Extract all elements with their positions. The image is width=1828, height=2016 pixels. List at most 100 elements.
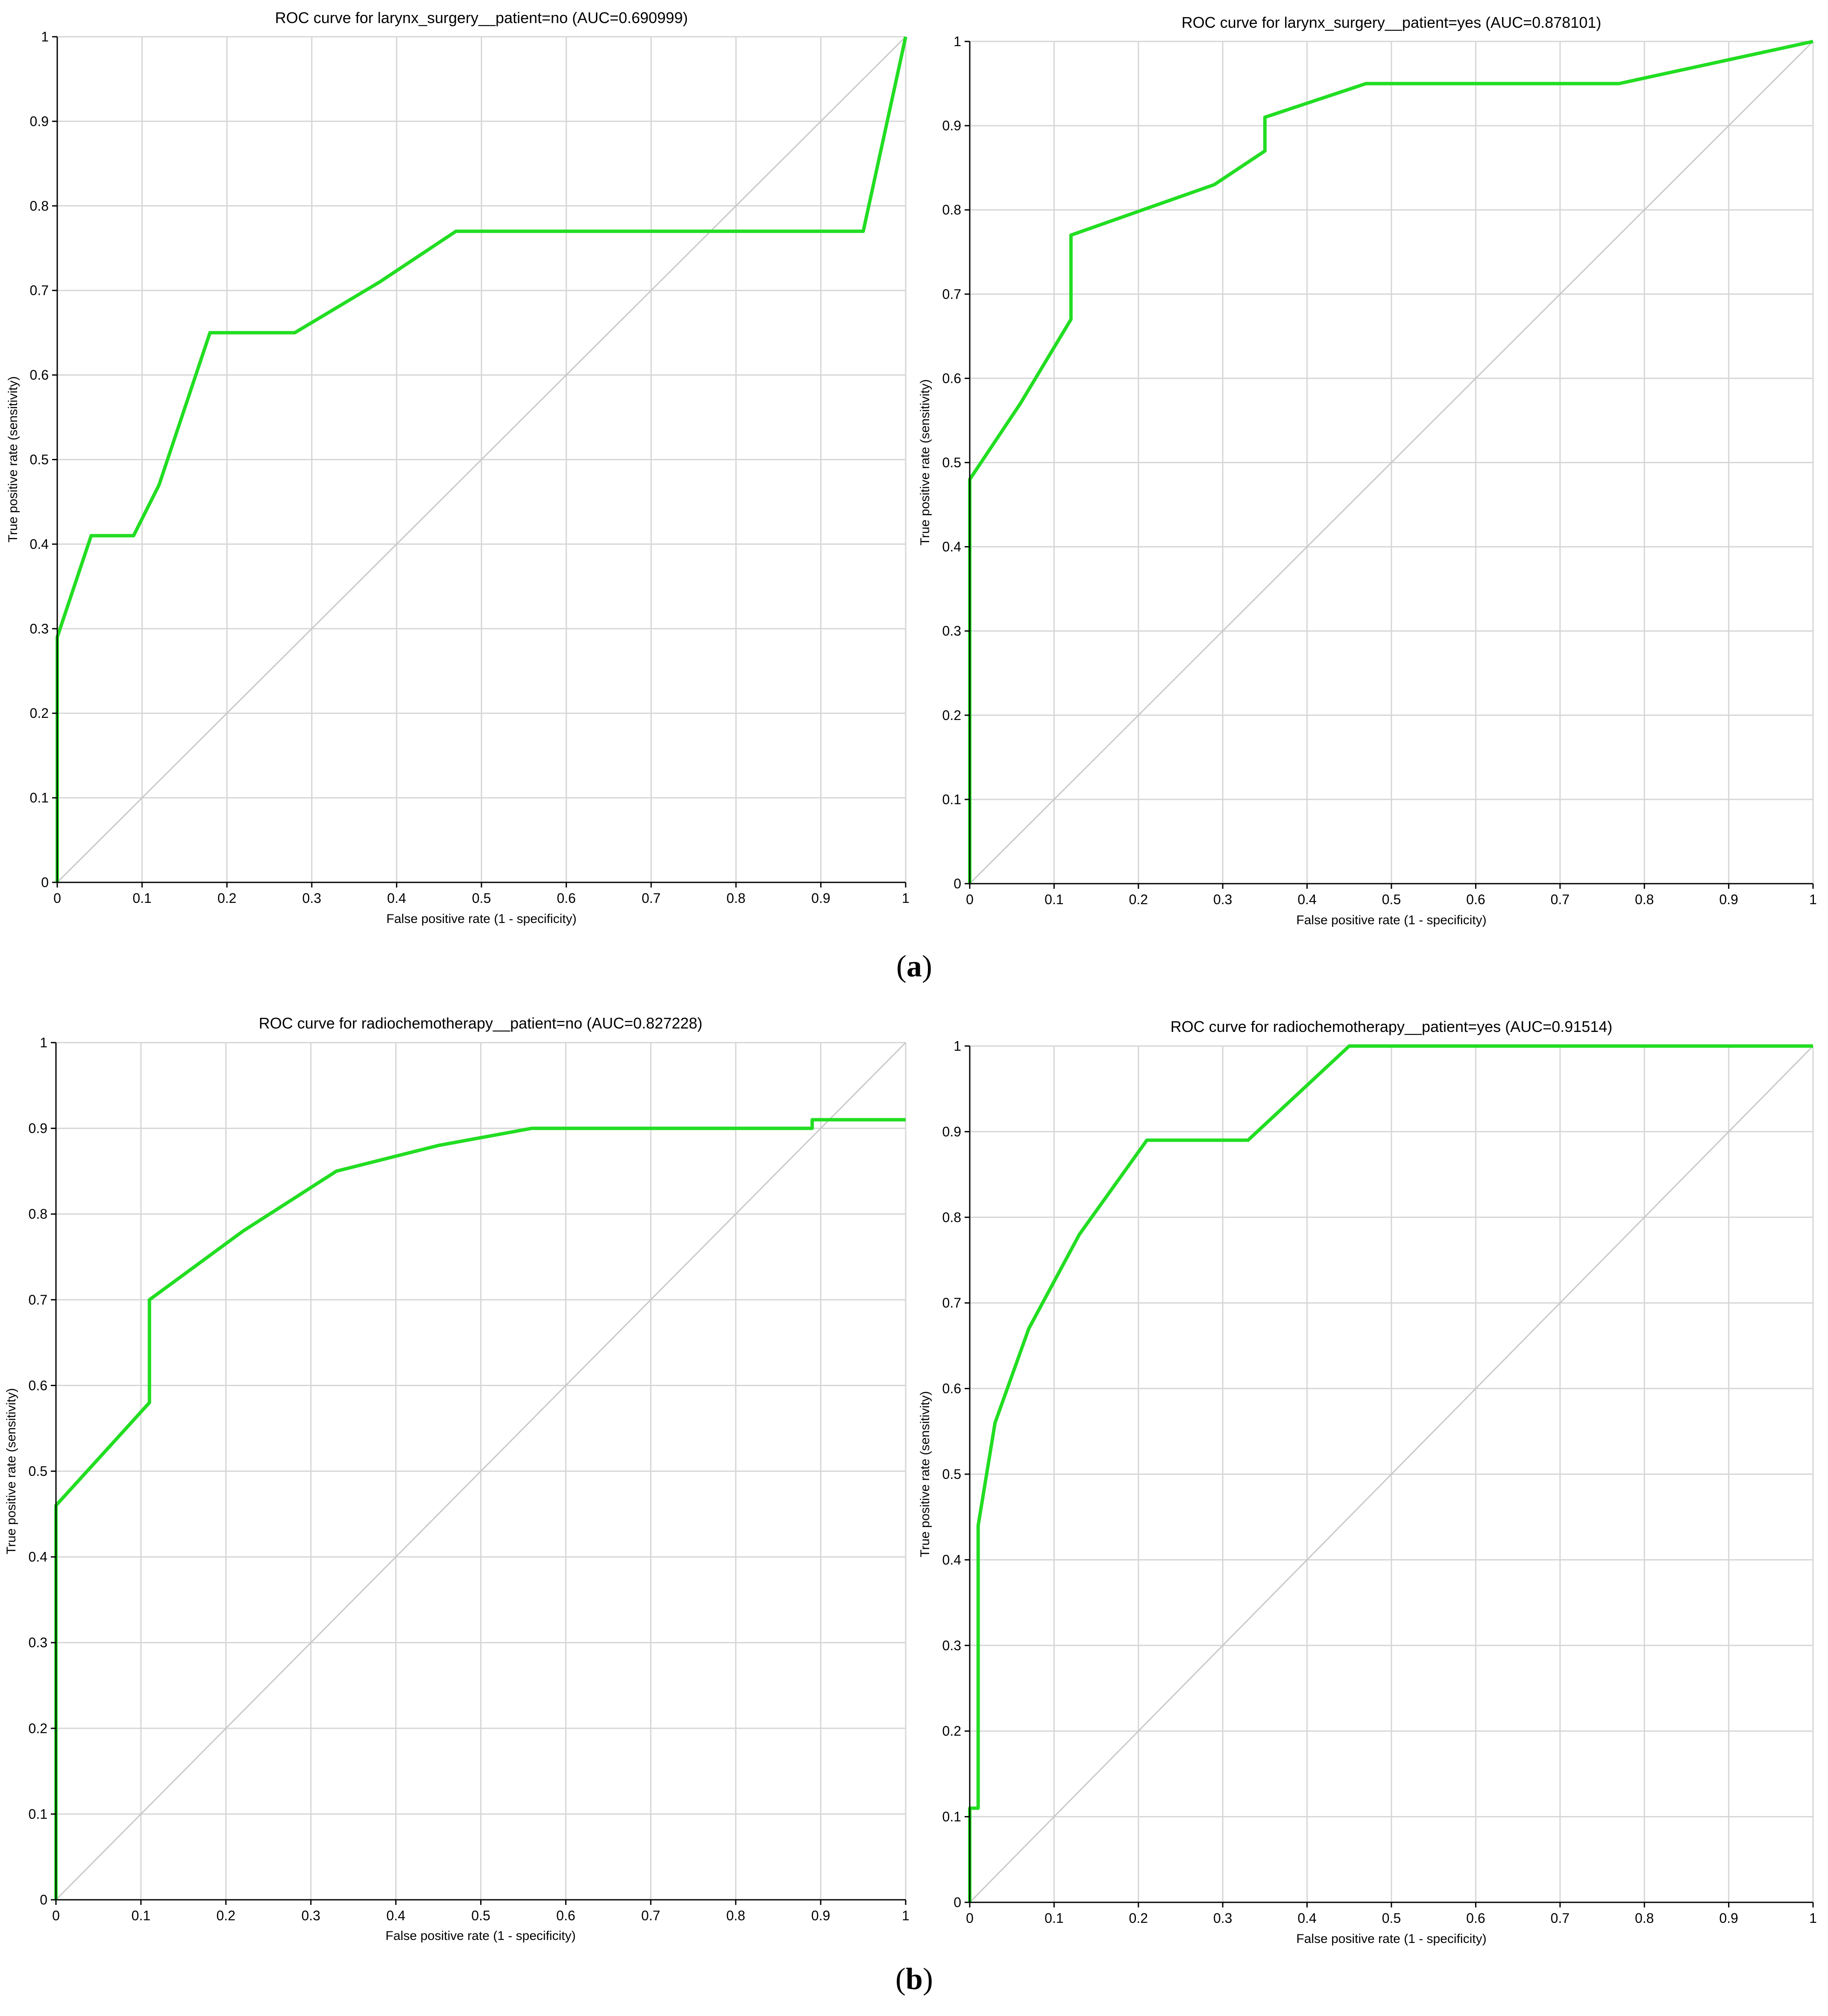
- x-tick-label: 0: [52, 1908, 60, 1923]
- y-axis-label: True positive rate (sensitivity): [918, 379, 932, 545]
- x-tick-label: 0.9: [811, 1908, 830, 1923]
- x-tick-label: 1: [1809, 1910, 1817, 1926]
- x-tick-label: 1: [1809, 892, 1817, 907]
- y-tick-label: 0.6: [942, 370, 961, 386]
- roc-curve-line: [56, 36, 907, 882]
- x-tick-label: 0.6: [556, 1908, 575, 1923]
- y-tick-label: 0.7: [942, 1295, 961, 1311]
- y-tick-label: 0.2: [942, 708, 961, 723]
- x-tick-label: 0: [53, 890, 61, 906]
- y-tick-label: 0: [40, 1892, 47, 1907]
- x-tick-label: 0.4: [1297, 1910, 1316, 1926]
- y-tick-label: 0.1: [942, 1809, 961, 1825]
- y-tick-label: 0.8: [29, 1206, 47, 1222]
- y-tick-label: 0.4: [942, 539, 961, 555]
- chart-title: ROC curve for larynx_surgery__patient=ye…: [1182, 14, 1601, 31]
- y-tick-label: 0.6: [30, 367, 49, 383]
- x-tick-label: 0.5: [1382, 1910, 1401, 1926]
- x-tick-label: 0.2: [217, 890, 236, 906]
- x-tick-label: 0.1: [132, 1908, 150, 1923]
- y-tick-label: 0.2: [942, 1723, 961, 1739]
- x-tick-label: 0.2: [1129, 1910, 1148, 1926]
- roc-chart-radiochemotherapy-yes: ROC curve for radiochemotherapy__patient…: [918, 1018, 1817, 1946]
- y-axis-label: True positive rate (sensitivity): [918, 1391, 932, 1557]
- y-tick-label: 0.3: [942, 623, 961, 639]
- x-tick-label: 0.5: [472, 890, 491, 906]
- y-tick-label: 0.6: [29, 1378, 47, 1393]
- reference-diagonal-line: [969, 1045, 1814, 1903]
- x-tick-label: 0.1: [132, 890, 151, 906]
- y-tick-label: 0.4: [29, 1549, 47, 1565]
- x-axis-label: False positive rate (1 - specificity): [386, 912, 576, 926]
- y-tick-label: 0.8: [942, 1210, 961, 1225]
- x-tick-label: 0.3: [301, 1908, 320, 1923]
- panel-label-b: (b): [895, 1962, 933, 1996]
- roc-curve-line: [54, 1118, 906, 1900]
- x-tick-label: 0.8: [1635, 892, 1654, 907]
- x-tick-label: 0.7: [1551, 892, 1570, 907]
- x-tick-label: 1: [902, 890, 910, 906]
- x-tick-label: 0: [966, 1910, 974, 1926]
- y-tick-label: 0.9: [942, 118, 961, 133]
- x-tick-label: 0.9: [1719, 1910, 1738, 1926]
- x-tick-label: 0.4: [1297, 892, 1316, 907]
- x-tick-label: 0: [966, 892, 974, 907]
- x-tick-label: 0.1: [1045, 1910, 1063, 1926]
- reference-diagonal-line: [56, 36, 907, 883]
- x-tick-label: 0.6: [1466, 892, 1485, 907]
- x-axis-label: False positive rate (1 - specificity): [385, 1929, 575, 1943]
- x-tick-label: 0.5: [1382, 892, 1401, 907]
- chart-title: ROC curve for larynx_surgery__patient=no…: [275, 9, 688, 26]
- y-tick-label: 1: [41, 29, 49, 44]
- x-tick-label: 0.5: [471, 1908, 490, 1923]
- y-tick-label: 0: [41, 875, 49, 890]
- roc-chart-larynx-surgery-no: ROC curve for larynx_surgery__patient=no…: [6, 9, 910, 926]
- x-tick-label: 0.2: [217, 1908, 235, 1923]
- y-tick-label: 1: [954, 1038, 961, 1054]
- y-tick-label: 0.6: [942, 1381, 961, 1396]
- x-tick-label: 0.3: [1213, 1910, 1232, 1926]
- x-tick-label: 0.8: [726, 1908, 745, 1923]
- roc-curve-line: [968, 1044, 1813, 1902]
- y-tick-label: 0.5: [942, 1466, 961, 1482]
- y-tick-label: 0.7: [29, 1292, 47, 1308]
- x-tick-label: 0.4: [387, 890, 406, 906]
- x-tick-label: 0.9: [1719, 892, 1738, 907]
- y-tick-label: 1: [40, 1035, 47, 1050]
- y-tick-label: 0.3: [29, 1635, 47, 1650]
- y-tick-label: 0.7: [942, 286, 961, 302]
- x-tick-label: 0.2: [1129, 892, 1148, 907]
- x-axis-label: False positive rate (1 - specificity): [1296, 1932, 1486, 1946]
- y-tick-label: 0.4: [942, 1552, 961, 1567]
- y-tick-label: 0.2: [29, 1721, 47, 1736]
- y-tick-label: 0.9: [29, 1121, 47, 1136]
- y-tick-label: 0.3: [30, 621, 49, 636]
- y-tick-label: 0.1: [942, 792, 961, 807]
- y-tick-label: 0.8: [942, 202, 961, 217]
- chart-title: ROC curve for radiochemotherapy__patient…: [259, 1014, 703, 1032]
- y-tick-label: 0.3: [942, 1638, 961, 1653]
- x-tick-label: 0.7: [1551, 1910, 1570, 1926]
- x-axis-label: False positive rate (1 - specificity): [1296, 913, 1486, 927]
- x-tick-label: 0.7: [641, 1908, 660, 1923]
- x-tick-label: 0.3: [1213, 892, 1232, 907]
- y-tick-label: 0.4: [30, 536, 49, 552]
- y-tick-label: 0.5: [942, 455, 961, 470]
- y-tick-label: 0.8: [30, 198, 49, 214]
- y-tick-label: 0.2: [30, 705, 49, 721]
- y-tick-label: 0.9: [30, 114, 49, 129]
- y-tick-label: 0: [954, 1895, 961, 1910]
- x-tick-label: 0.4: [386, 1908, 405, 1923]
- y-axis-label: True positive rate (sensitivity): [6, 376, 20, 542]
- x-tick-label: 0.8: [1635, 1910, 1654, 1926]
- x-tick-label: 0.3: [302, 890, 321, 906]
- y-tick-label: 1: [954, 34, 961, 49]
- roc-chart-radiochemotherapy-no: ROC curve for radiochemotherapy__patient…: [4, 1014, 910, 1943]
- y-tick-label: 0.9: [942, 1124, 961, 1139]
- y-tick-label: 0.5: [30, 452, 49, 467]
- roc-curve-line: [968, 40, 1813, 884]
- reference-diagonal-line: [969, 41, 1814, 885]
- x-tick-label: 0.9: [811, 890, 830, 906]
- x-tick-label: 0.7: [642, 890, 660, 906]
- y-tick-label: 0.1: [29, 1806, 47, 1822]
